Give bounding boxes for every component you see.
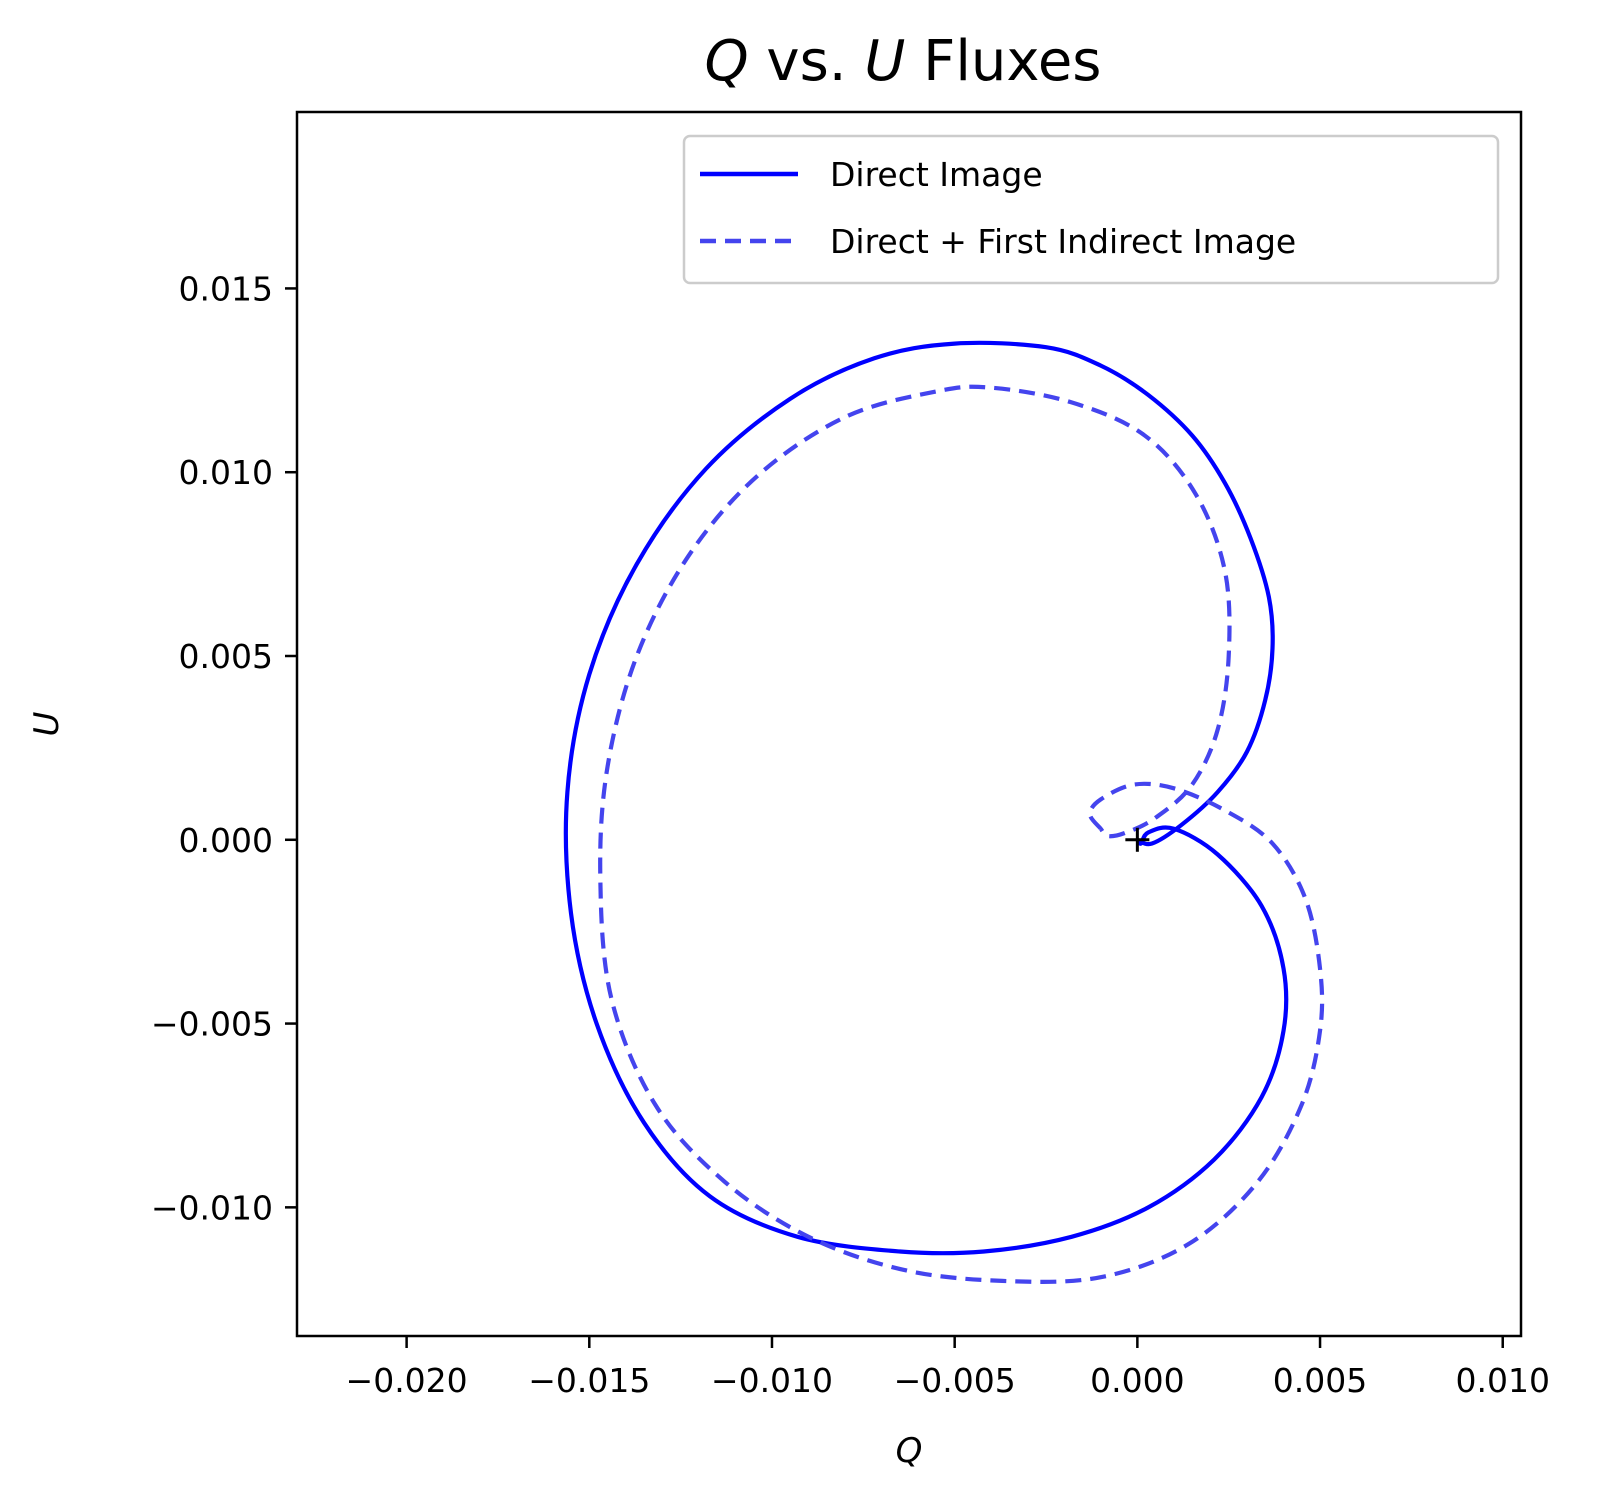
y-tick-label: 0.005 [179,637,273,676]
x-tick-label: 0.005 [1273,1361,1367,1400]
title-rest: Fluxes [905,29,1101,94]
title-vs: vs. [749,29,865,94]
x-tick-label: −0.010 [711,1361,833,1400]
series-line-0 [563,340,1289,1256]
y-tick-label: 0.010 [179,453,273,492]
plot-area [295,110,1523,1338]
y-axis: −0.010 −0.005 0.000 0.005 0.010 0.015 [151,269,297,1227]
x-tick-label: −0.015 [528,1361,650,1400]
x-tick-label: 0.010 [1455,1361,1549,1400]
y-tick-label: 0.015 [179,269,273,308]
y-tick-label: −0.010 [151,1188,273,1227]
x-axis: −0.020 −0.015 −0.010 −0.005 0.000 0.005 0.010 [346,1336,1550,1400]
chart-title: Q vs. U Fluxes [705,29,1102,94]
y-axis-label: U [27,711,67,736]
x-tick-label: 0.000 [1090,1361,1184,1400]
legend-box [682,134,1500,285]
axes-frame [295,110,1523,1338]
legend: Direct Image Direct + First Indirect Ima… [682,134,1500,285]
x-tick-label: −0.020 [346,1361,468,1400]
marker-layer [1125,827,1150,852]
title-q: Q [705,29,749,94]
y-tick-label: −0.005 [151,1005,273,1044]
x-axis-label: Q [896,1431,923,1471]
legend-label-direct-image: Direct Image [830,155,1043,194]
y-tick-label: 0.000 [179,821,273,860]
x-tick-label: −0.005 [894,1361,1016,1400]
title-u: U [864,29,905,94]
legend-label-direct-plus-indirect: Direct + First Indirect Image [830,222,1296,261]
series-layer [563,340,1325,1284]
